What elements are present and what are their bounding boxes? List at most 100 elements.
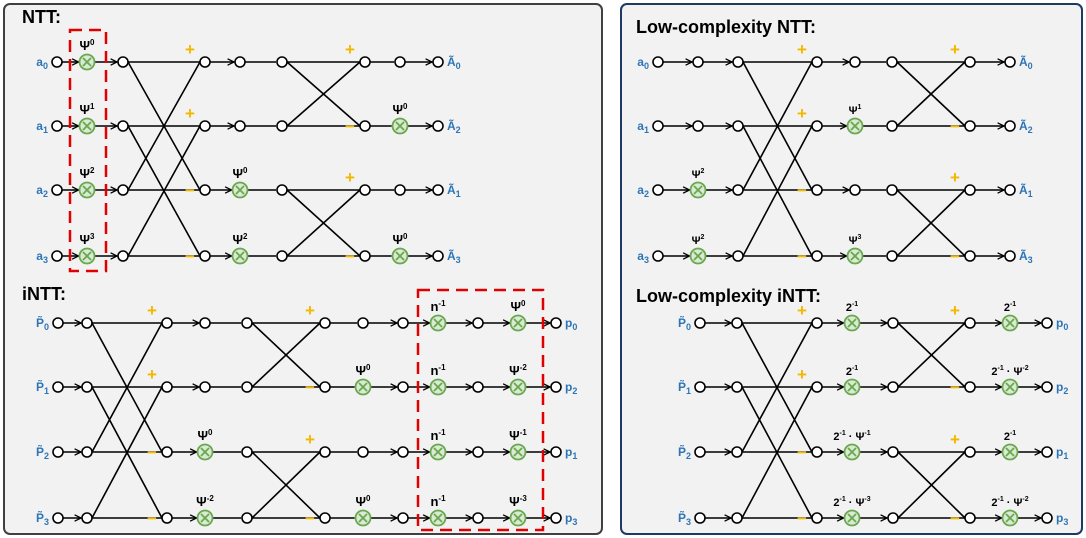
output-label: p2 (565, 380, 577, 396)
node-circle (964, 184, 976, 196)
node-circle (234, 56, 246, 68)
minus-sign: − (305, 509, 315, 528)
node-circle (52, 381, 64, 393)
coefficient-label: Ψ0 (80, 38, 96, 53)
node-circle (964, 381, 976, 393)
input-label: a0 (637, 55, 649, 71)
title-lc-intt: Low-complexity iNTT: (636, 286, 821, 306)
wire (896, 189, 966, 257)
plus-sign: + (797, 104, 807, 123)
node-circle (887, 512, 899, 524)
input-label: a1 (36, 119, 48, 135)
node-circle (117, 56, 129, 68)
node-circle (241, 446, 253, 458)
node-circle (964, 446, 976, 458)
coefficient-label: n-1 (430, 363, 446, 378)
node-circle (359, 120, 371, 132)
node-circle (1004, 250, 1016, 262)
highlight-box-ntt (68, 28, 108, 273)
node-circle (319, 317, 331, 329)
node-circle (117, 120, 129, 132)
node-circle (887, 317, 899, 329)
node-circle (81, 317, 93, 329)
node-circle (886, 56, 898, 68)
coefficient-label: Ψ0 (233, 166, 249, 181)
node-circle (52, 317, 64, 329)
coefficient-label: Ψ-2 (509, 363, 527, 378)
node-circle (694, 512, 706, 524)
node-circle (550, 381, 562, 393)
node-circle (276, 56, 288, 68)
coefficient-label: 2-1 (846, 365, 858, 378)
node-circle (394, 56, 406, 68)
node-circle (81, 381, 93, 393)
node-circle (692, 120, 704, 132)
multiplier-icon (429, 378, 447, 396)
node-circle (550, 317, 562, 329)
output-label: p3 (565, 511, 577, 527)
multiplier-icon (843, 509, 861, 527)
node-circle (1004, 120, 1016, 132)
node-circle (1004, 56, 1016, 68)
node-circle (397, 381, 409, 393)
minus-sign: − (185, 247, 195, 266)
node-circle (652, 120, 664, 132)
node-circle (432, 184, 444, 196)
node-circle (732, 250, 744, 262)
minus-sign: − (950, 509, 960, 528)
node-circle (276, 120, 288, 132)
output-label: p1 (1056, 445, 1068, 461)
node-circle (359, 184, 371, 196)
coefficient-label: n-1 (430, 428, 446, 443)
node-circle (161, 317, 173, 329)
node-circle (732, 56, 744, 68)
node-circle (731, 381, 743, 393)
coefficient-label: Ψ-1 (509, 428, 527, 443)
plus-sign: + (345, 168, 355, 187)
output-label: Ã0 (1019, 54, 1033, 71)
highlight-boxes (68, 28, 545, 532)
multiplier-icon (231, 181, 249, 199)
multiplier-icon (509, 314, 527, 332)
multiplier-icon (689, 181, 707, 199)
node-circle (472, 446, 484, 458)
plus-sign: + (797, 301, 807, 320)
input-label: a1 (637, 119, 649, 135)
node-circle (319, 381, 331, 393)
minus-sign: − (797, 181, 807, 200)
node-circle (550, 512, 562, 524)
coefficient-label: Ψ2 (80, 166, 96, 181)
node-circle (161, 512, 173, 524)
node-circle (692, 56, 704, 68)
wire (897, 451, 966, 519)
node-circle (472, 381, 484, 393)
plus-sign: + (797, 40, 807, 59)
minus-sign: − (950, 117, 960, 136)
input-label: a2 (36, 183, 48, 199)
node-circle (241, 317, 253, 329)
multiplier-icon (1001, 443, 1019, 461)
node-circle (731, 446, 743, 458)
output-label: p3 (1056, 511, 1068, 527)
multiplier-icon (846, 117, 864, 135)
panel-right (620, 3, 1083, 535)
node-circle (359, 250, 371, 262)
node-circle (432, 120, 444, 132)
multiplier-icon (843, 314, 861, 332)
node-circle (81, 446, 93, 458)
node-circle (732, 184, 744, 196)
minus-sign: − (950, 378, 960, 397)
minus-sign: − (147, 443, 157, 462)
node-circle (811, 446, 823, 458)
output-label: p2 (1056, 380, 1068, 396)
node-circle (51, 184, 63, 196)
node-circle (276, 250, 288, 262)
coefficient-label: 2-1 · Ψ-3 (833, 496, 870, 509)
multiplier-icon (78, 247, 96, 265)
node-circle (964, 56, 976, 68)
node-circle (886, 184, 898, 196)
coefficient-label: Ψ0 (198, 428, 214, 443)
multiplier-icon (354, 509, 372, 527)
coefficient-label: Ψ2 (692, 234, 705, 247)
node-circle (52, 446, 64, 458)
